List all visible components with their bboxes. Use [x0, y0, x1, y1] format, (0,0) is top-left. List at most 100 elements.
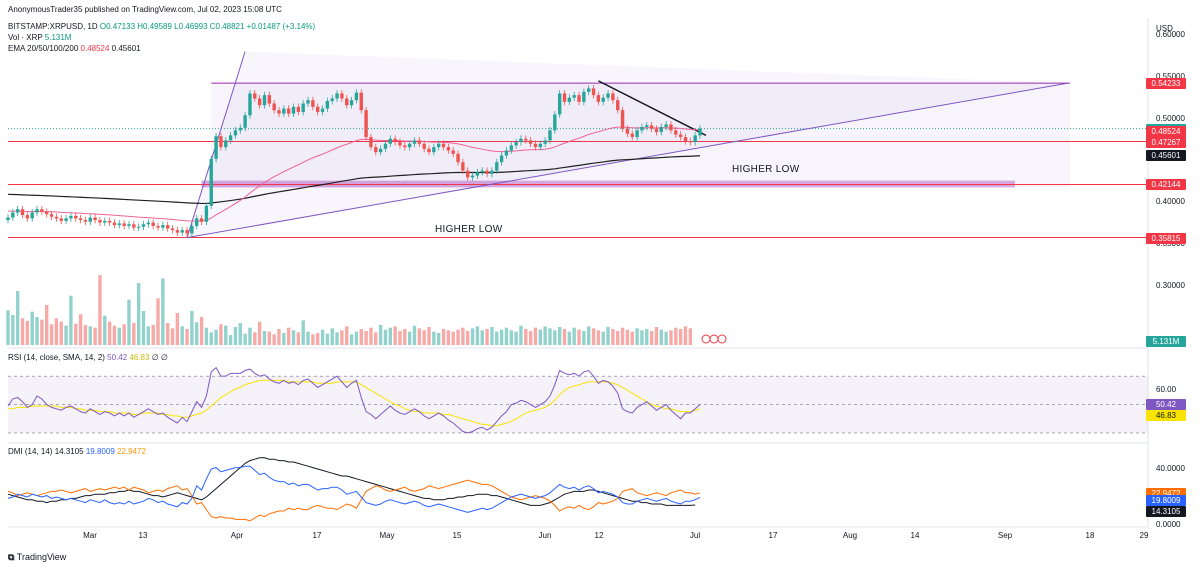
currency-label[interactable]: USD	[1156, 24, 1173, 33]
volume-bar	[616, 331, 620, 345]
time-axis-label: Mar	[83, 531, 97, 540]
rsi-sma-value: 46.83	[129, 353, 150, 362]
volume-bar	[233, 327, 238, 345]
volume-bar	[393, 326, 397, 345]
candle-body	[103, 220, 107, 223]
candle-body	[514, 142, 518, 146]
volume-bar	[606, 327, 610, 345]
candle-body	[499, 155, 504, 163]
candle-body	[64, 218, 68, 221]
volume-bar	[291, 330, 296, 345]
candle-body	[577, 95, 581, 102]
candle-body	[335, 93, 339, 99]
price-axis-label: 0.35000	[1156, 239, 1185, 249]
candle-body	[572, 95, 576, 98]
symbol-text[interactable]: BITSTAMP:XRPUSD, 1D	[8, 22, 98, 31]
time-axis-label: 14	[910, 531, 920, 540]
volume-bar	[180, 326, 184, 345]
range-box	[211, 83, 1070, 188]
volume-bar	[69, 295, 73, 345]
candle-body	[238, 127, 242, 131]
candle-body	[122, 223, 126, 226]
candle-body	[248, 93, 252, 116]
candle-body	[228, 135, 233, 141]
time-axis-label: Aug	[842, 531, 858, 540]
candle-body	[567, 97, 572, 102]
symbol-legend[interactable]: BITSTAMP:XRPUSD, 1D O0.47133 H0.49589 L0…	[8, 22, 315, 31]
candle-body	[659, 127, 663, 133]
volume-bar	[248, 327, 252, 345]
candle-body	[267, 95, 272, 104]
time-axis-label: 17	[312, 531, 322, 540]
volume-bar	[238, 323, 242, 345]
candle-body	[562, 93, 567, 102]
candle-body	[490, 170, 494, 174]
candle-body	[354, 92, 359, 101]
candle-body	[378, 148, 383, 153]
candle-body	[98, 220, 102, 223]
price-tag: 0.47267	[1146, 136, 1186, 148]
candle-body	[649, 125, 654, 129]
volume-bar	[466, 331, 470, 345]
volume-bar	[635, 328, 639, 345]
time-axis-label: 18	[1085, 531, 1095, 540]
candle-body	[195, 218, 199, 226]
dmi-legend[interactable]: DMI (14, 14) 14.3105 19.8009 22.9472	[8, 447, 146, 456]
time-axis-label: May	[379, 531, 395, 540]
candle-body	[74, 215, 78, 219]
adx-line	[7, 457, 696, 506]
volume-bar	[122, 324, 126, 345]
volume-bar	[335, 332, 339, 345]
candle-body	[470, 175, 475, 178]
dmi-plus-value: 19.8009	[85, 447, 115, 456]
time-axis-label: 12	[594, 531, 604, 540]
volume-bar	[132, 323, 136, 345]
candle-body	[645, 125, 649, 127]
volume-bar	[378, 325, 383, 345]
volume-bar	[601, 331, 605, 345]
candle-body	[49, 214, 54, 217]
candle-body	[15, 209, 20, 213]
volume-bar	[422, 330, 426, 345]
candle-body	[233, 130, 238, 136]
volume-bar	[674, 327, 678, 345]
volume-bar	[296, 332, 301, 345]
candle-body	[161, 225, 165, 228]
volume-bar	[475, 326, 480, 345]
volume-bar	[611, 329, 615, 345]
tradingview-footer[interactable]: ⧉ TradingView	[8, 552, 66, 563]
volume-bar	[664, 331, 668, 345]
volume-bar	[185, 329, 189, 345]
volume-bar	[272, 334, 276, 345]
volume-bar	[364, 331, 368, 345]
volume-bar	[625, 329, 630, 345]
volume-bar	[340, 330, 344, 345]
price-tag: 0.35815	[1146, 232, 1186, 244]
candle-body	[243, 115, 247, 128]
volume-legend[interactable]: Vol · XRP 5.131M	[8, 33, 71, 42]
volume-bar	[277, 329, 281, 345]
candle-body	[485, 170, 489, 174]
volume-bar	[165, 323, 170, 345]
volume-bar	[543, 326, 547, 345]
candle-body	[282, 108, 286, 114]
candle-body	[6, 217, 10, 221]
candle-body	[253, 93, 257, 99]
candle-body	[35, 209, 39, 213]
volume-bar	[257, 321, 262, 345]
volume-bar	[345, 326, 349, 345]
volume-bar	[301, 320, 305, 345]
price-axis-label: 0.60000	[1156, 29, 1185, 39]
candle-body	[345, 98, 349, 106]
volume-bar	[103, 315, 107, 345]
dmi-tag: 19.8009	[1146, 495, 1186, 507]
candle-body	[204, 205, 209, 222]
rsi-legend[interactable]: RSI (14, close, SMA, 14, 2) 50.42 46.83 …	[8, 353, 168, 362]
ema-legend[interactable]: EMA 20/50/100/200 0.48524 0.45601	[8, 44, 141, 53]
volume-bar	[480, 330, 484, 345]
candle-body	[359, 92, 363, 111]
candle-body	[446, 147, 451, 151]
candle-body	[364, 110, 368, 138]
volume-bar	[59, 321, 63, 345]
price-tag: 0.48524	[1146, 125, 1186, 137]
